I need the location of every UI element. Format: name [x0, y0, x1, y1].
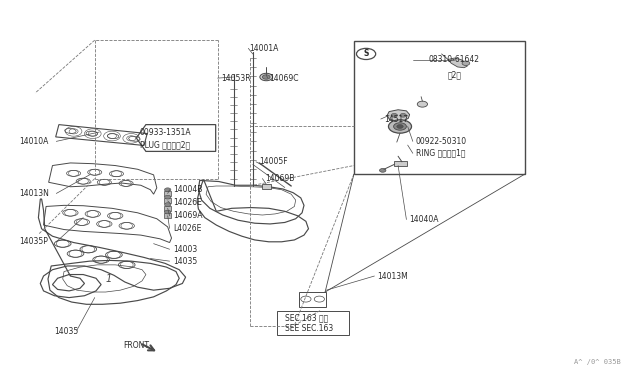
Text: 14069C: 14069C — [269, 74, 298, 83]
Text: 14035P: 14035P — [19, 237, 48, 246]
Text: 14003: 14003 — [173, 245, 197, 254]
Circle shape — [462, 61, 470, 65]
Text: PLUG プラグ（2）: PLUG プラグ（2） — [140, 141, 189, 150]
Text: 00933-1351A: 00933-1351A — [140, 128, 191, 137]
Text: SEE SEC.163: SEE SEC.163 — [285, 324, 333, 333]
Polygon shape — [448, 58, 467, 68]
Text: 14069A: 14069A — [173, 211, 202, 220]
Circle shape — [391, 113, 397, 117]
Text: 14035: 14035 — [173, 257, 197, 266]
Text: RING リング（1）: RING リング（1） — [416, 149, 465, 158]
Circle shape — [417, 101, 428, 107]
Bar — [394, 161, 407, 166]
Text: 14010A: 14010A — [19, 137, 49, 146]
Text: L4026E: L4026E — [173, 224, 201, 233]
Circle shape — [164, 203, 171, 206]
Bar — [164, 191, 171, 196]
Text: 08310-61642: 08310-61642 — [429, 55, 480, 64]
Text: 14053R: 14053R — [221, 74, 250, 83]
Bar — [262, 184, 271, 189]
Circle shape — [380, 169, 386, 172]
Text: SEC.163 参照: SEC.163 参照 — [285, 314, 328, 323]
Circle shape — [394, 123, 406, 130]
Circle shape — [397, 125, 403, 128]
Text: 14013M: 14013M — [378, 272, 408, 280]
Text: 14035: 14035 — [54, 327, 79, 336]
Text: 14026E: 14026E — [173, 198, 202, 207]
Text: 14005F: 14005F — [259, 157, 288, 166]
Text: 1: 1 — [106, 274, 112, 284]
Text: FRONT: FRONT — [123, 341, 149, 350]
Text: 14069B: 14069B — [266, 174, 295, 183]
Circle shape — [164, 188, 171, 192]
Circle shape — [164, 210, 171, 214]
Text: 00922-50310: 00922-50310 — [416, 137, 467, 146]
Circle shape — [400, 113, 406, 117]
Circle shape — [262, 75, 270, 79]
Text: 14001A: 14001A — [250, 44, 279, 53]
Circle shape — [388, 120, 412, 133]
Text: S: S — [364, 49, 369, 58]
Bar — [164, 206, 171, 211]
Bar — [164, 213, 171, 218]
Polygon shape — [387, 110, 410, 121]
Text: （2）: （2） — [448, 70, 462, 79]
Circle shape — [260, 73, 273, 81]
Text: A^ /0^ 035B: A^ /0^ 035B — [574, 359, 621, 365]
Circle shape — [164, 195, 171, 199]
Text: 14517: 14517 — [384, 115, 408, 124]
Bar — [164, 198, 171, 203]
Text: 14004B: 14004B — [173, 185, 202, 194]
Text: 14040A: 14040A — [410, 215, 439, 224]
Text: 14013N: 14013N — [19, 189, 49, 198]
